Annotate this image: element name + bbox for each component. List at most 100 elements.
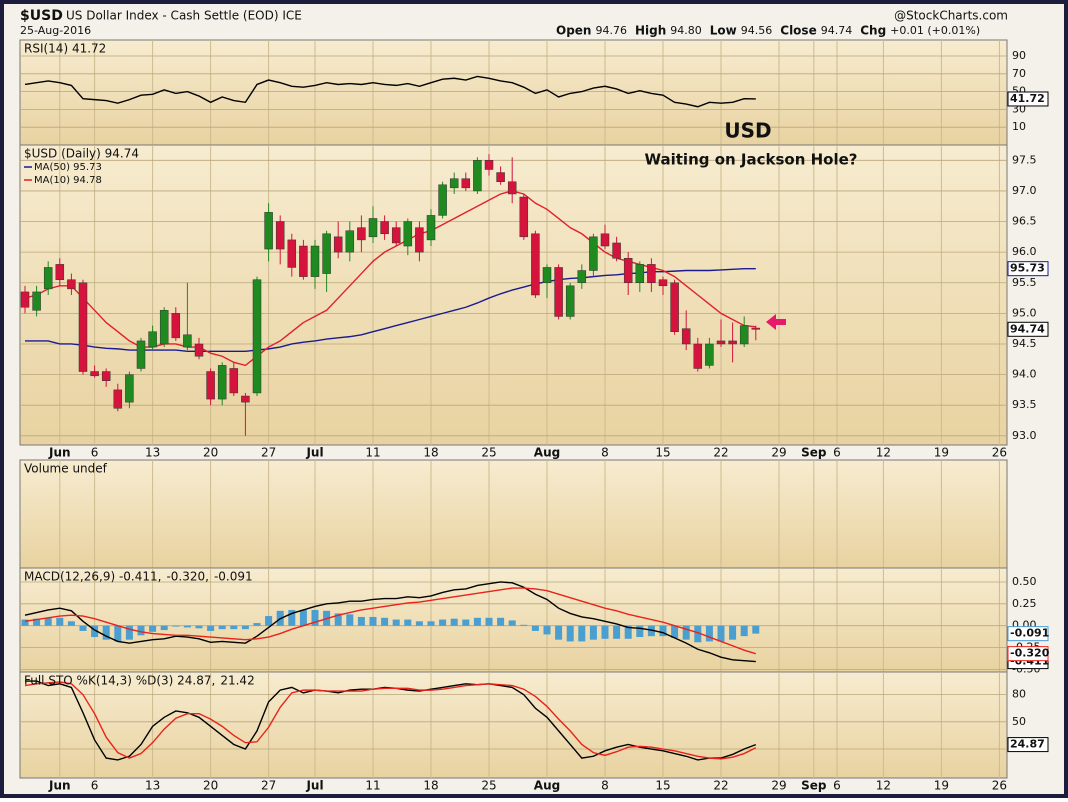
candle-body [519,196,529,238]
y-tick-label: 97.0 [1012,184,1037,197]
panel [19,459,1008,569]
x-tick-label: 19 [934,779,949,793]
histogram-bar [705,625,713,642]
histogram-bar [508,620,516,626]
candle-body [484,160,494,170]
value-box-label: -0.320 [1010,647,1050,660]
histogram-bar [392,619,400,626]
histogram-bar [125,625,133,640]
y-tick-label: 93.0 [1012,429,1037,442]
histogram-bar [485,617,493,626]
y-tick-label: 95.5 [1012,276,1037,289]
candle-body [635,264,645,284]
x-tick-label: 20 [203,779,218,793]
x-tick-label: 6 [91,446,99,460]
quote-value: +0.01 (+0.01%) [890,24,980,37]
legend-label: 21.42 [220,674,254,688]
y-tick-label: 97.5 [1012,153,1037,166]
candle-body [670,282,679,332]
candle-body [264,212,273,250]
histogram-bar [346,614,354,626]
line [24,581,756,663]
candle-body [217,365,227,400]
histogram-bar [334,613,342,626]
candle-body [531,233,540,296]
histogram-bar [299,609,307,626]
x-tick-label: 6 [833,446,841,460]
candle-body [658,279,668,287]
x-tick-label: 29 [771,446,786,460]
candle-body [368,218,378,238]
candle-body [739,325,749,345]
histogram-bar [647,625,655,637]
histogram-bar [578,625,586,642]
histogram-bar [207,625,215,631]
candle-body [473,160,482,192]
candle-body [206,371,215,400]
candle-body [415,227,424,253]
candle-body [426,215,436,241]
value-box-label: -0.091 [1010,627,1049,640]
histogram-bar [450,618,458,626]
x-tick-label: 29 [771,779,786,793]
x-tick-label: 8 [601,446,609,460]
histogram-bar [462,619,470,626]
legend-label: -0.091 [214,570,253,584]
y-tick-label: 10 [1012,120,1026,133]
candle-body [275,221,285,250]
candle-body [194,343,204,357]
x-tick-label: 19 [934,446,949,460]
panel [19,144,1008,446]
candle-body [159,310,169,345]
x-tick-label: Sep [801,779,827,793]
candle-body [229,368,239,394]
value-box [1007,91,1049,107]
candle-body [345,230,355,253]
histogram-bar [427,621,435,626]
candle-body [612,242,621,259]
candle-body [554,267,563,317]
y-tick-label: 94.5 [1012,337,1037,350]
x-tick-label: 15 [655,446,670,460]
candle-body [496,172,505,182]
histogram-bar [67,621,75,626]
histogram-bar [44,617,52,626]
panel-title: RSI(14) 41.72 [24,42,106,56]
y-tick-label: 93.5 [1012,398,1037,411]
candle-body [252,279,262,394]
x-tick-label: Jul [305,779,323,793]
legend-label: -0.320, [166,570,209,584]
histogram-bar [415,621,423,626]
histogram-bar [601,625,609,639]
histogram-bar [694,625,702,643]
x-tick-label: Jun [48,779,71,793]
candle-body [391,227,401,244]
x-tick-label: 11 [365,446,380,460]
x-tick-label: 12 [876,446,891,460]
candle-body [183,334,192,348]
candle-body [241,395,250,403]
histogram-bar [357,616,365,626]
histogram-bar [624,625,632,639]
histogram-bar [33,618,41,626]
legend-label: MA(10) 94.78 [34,175,102,186]
date: 25-Aug-2016 [20,24,91,37]
histogram-bar [543,625,551,635]
candle-body [380,221,389,235]
candle-body [322,233,331,274]
legend-label: MA(50) 95.73 [34,162,102,173]
quote-value: 94.80 [670,24,702,37]
value-box-label: 24.87 [1010,738,1045,751]
histogram-bar [636,625,644,638]
candle-body [577,270,587,284]
line [25,267,756,353]
histogram-bar [79,625,87,631]
candle-body [693,343,703,369]
instrument-name: US Dollar Index - Cash Settle (EOD) ICE [66,9,302,23]
histogram-bar [589,625,597,640]
histogram-bar [230,625,238,630]
panel-title: Volume undef [24,462,108,476]
x-tick-label: 26 [992,446,1007,460]
candle-body [647,264,656,284]
